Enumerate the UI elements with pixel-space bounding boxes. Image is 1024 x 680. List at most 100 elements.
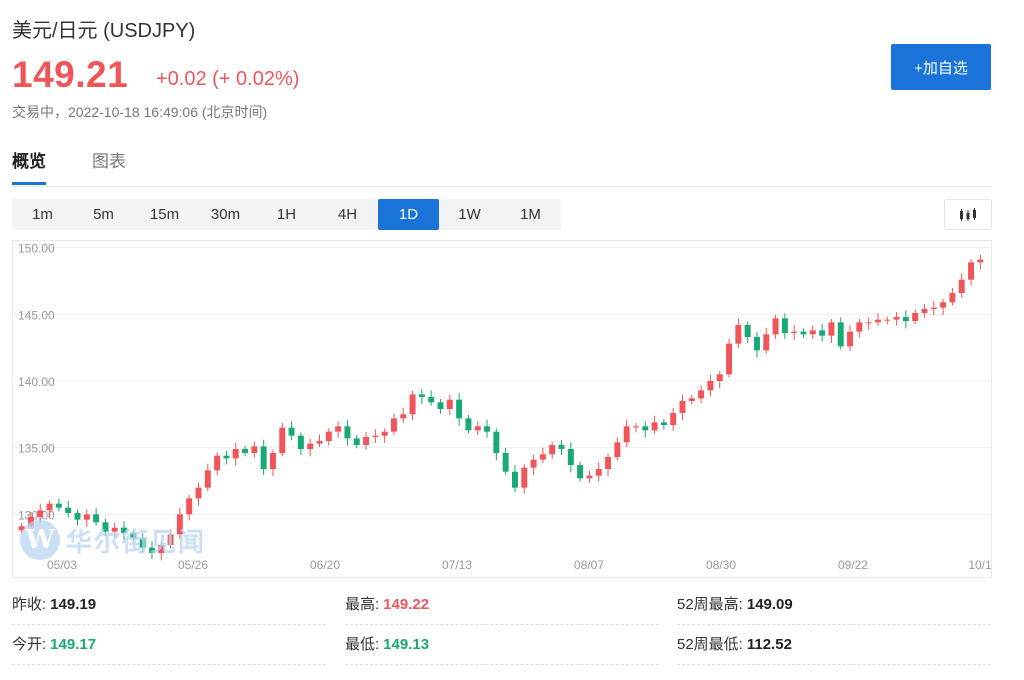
candle-body xyxy=(567,449,574,465)
candle-body xyxy=(912,313,919,321)
candle-body xyxy=(223,455,230,459)
period-4h[interactable]: 4H xyxy=(337,206,358,223)
candle-body xyxy=(577,465,584,479)
candle-body xyxy=(549,445,556,455)
candle-body xyxy=(363,437,370,445)
candle-body xyxy=(93,514,100,523)
candle-body xyxy=(819,330,826,336)
x-tick-label: 05/26 xyxy=(178,558,208,572)
candle-body xyxy=(856,322,863,332)
candle-body xyxy=(511,471,518,488)
page-title: 美元/日元 (USDJPY) xyxy=(12,20,196,42)
candle-body xyxy=(204,470,211,488)
candle-body xyxy=(893,317,900,320)
candle-body xyxy=(344,426,351,439)
candle-body xyxy=(456,399,463,419)
candle-body xyxy=(493,431,500,453)
x-tick-label: 09/22 xyxy=(838,558,868,572)
candle-body xyxy=(186,498,193,515)
candle-body xyxy=(614,442,621,457)
candle-body xyxy=(418,394,425,397)
candle-body xyxy=(539,454,546,460)
candle-body xyxy=(688,398,695,401)
candle-body xyxy=(930,307,937,309)
candle-body xyxy=(121,527,128,533)
candle-body xyxy=(307,443,314,449)
x-tick-label: 08/07 xyxy=(574,558,604,572)
candle-body xyxy=(940,302,947,308)
candle-body xyxy=(651,422,658,431)
candle-body xyxy=(335,426,342,432)
stat-open: 今开: 149.17 xyxy=(12,626,326,665)
candle-body xyxy=(744,325,751,337)
period-15m[interactable]: 15m xyxy=(149,206,180,223)
candle-body xyxy=(605,457,612,469)
candle-body xyxy=(874,319,881,323)
candle-body xyxy=(921,309,928,313)
period-selector: 1m 5m 15m 30m 1H 4H 1D 1W 1M xyxy=(12,199,561,230)
candle-body xyxy=(698,390,705,399)
period-1d[interactable]: 1D xyxy=(378,199,439,230)
candle-body xyxy=(167,534,174,545)
candle-body xyxy=(772,318,779,335)
candle-body xyxy=(949,293,956,303)
period-1m[interactable]: 1m xyxy=(32,206,53,223)
candle-body xyxy=(232,449,239,459)
watermark-logo-icon: W xyxy=(20,520,60,560)
candle-body xyxy=(474,426,481,431)
candle-body xyxy=(558,445,565,449)
candle-body xyxy=(214,455,221,471)
candle-body xyxy=(428,397,435,403)
candle-body xyxy=(837,322,844,347)
add-watchlist-button[interactable]: +加自选 xyxy=(891,44,991,90)
y-tick-label: 140.00 xyxy=(18,375,55,389)
tab-overview[interactable]: 概览 xyxy=(12,150,46,185)
candle-body xyxy=(632,426,639,428)
candle-body xyxy=(446,399,453,409)
tab-chart[interactable]: 图表 xyxy=(92,152,126,171)
candle-body xyxy=(521,467,528,488)
candle-body xyxy=(753,337,760,351)
stat-low52: 52周最低: 112.52 xyxy=(677,626,991,665)
price-chart[interactable]: 150.00 145.00 140.00 135.00 130.00 05/03 05/26… xyxy=(12,240,992,578)
candle-body xyxy=(465,418,472,431)
candle-body xyxy=(242,449,249,453)
candle-body xyxy=(372,435,379,437)
candle-body xyxy=(809,330,816,335)
period-1mo[interactable]: 1M xyxy=(520,206,541,223)
x-tick-label: 06/20 xyxy=(310,558,340,572)
candle-body xyxy=(251,446,258,453)
candle-body xyxy=(735,325,742,344)
candle-body xyxy=(325,431,332,441)
candle-body xyxy=(381,431,388,436)
candle-body xyxy=(176,514,183,535)
candle-body xyxy=(279,427,286,453)
candle-body xyxy=(884,319,891,321)
candle-body xyxy=(316,441,323,444)
candle-body xyxy=(260,446,267,469)
candle-body xyxy=(716,374,723,381)
y-tick-label: 130.00 xyxy=(18,508,55,522)
candle-body xyxy=(679,401,686,413)
candle-body xyxy=(642,426,649,431)
period-1h[interactable]: 1H xyxy=(276,206,297,223)
candle-body xyxy=(390,418,397,432)
candle-body xyxy=(977,259,984,263)
candle-body xyxy=(847,331,854,347)
candle-body xyxy=(623,426,630,443)
candle-body xyxy=(707,381,714,391)
candle-body xyxy=(763,334,770,351)
stat-low: 最低: 149.13 xyxy=(345,626,659,665)
candle-body xyxy=(195,487,202,499)
candle-body xyxy=(530,459,537,468)
period-1w[interactable]: 1W xyxy=(458,206,481,223)
period-30m[interactable]: 30m xyxy=(210,206,241,223)
stat-prev-close: 昨收: 149.19 xyxy=(12,586,326,625)
candle-body xyxy=(670,413,677,425)
chart-type-toggle[interactable] xyxy=(944,199,992,230)
candle-body xyxy=(781,318,788,333)
candle-body xyxy=(158,545,165,553)
candle-body xyxy=(902,317,909,321)
watermark: W 华尔街见闻 xyxy=(20,520,206,560)
period-5m[interactable]: 5m xyxy=(93,206,114,223)
